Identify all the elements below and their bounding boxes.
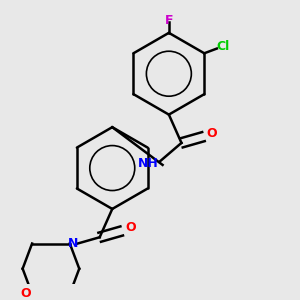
Text: Cl: Cl: [217, 40, 230, 53]
Text: F: F: [165, 14, 173, 27]
Text: O: O: [20, 287, 31, 300]
Text: O: O: [126, 221, 136, 234]
Text: N: N: [68, 237, 78, 250]
Text: NH: NH: [138, 157, 159, 170]
Text: O: O: [206, 127, 217, 140]
